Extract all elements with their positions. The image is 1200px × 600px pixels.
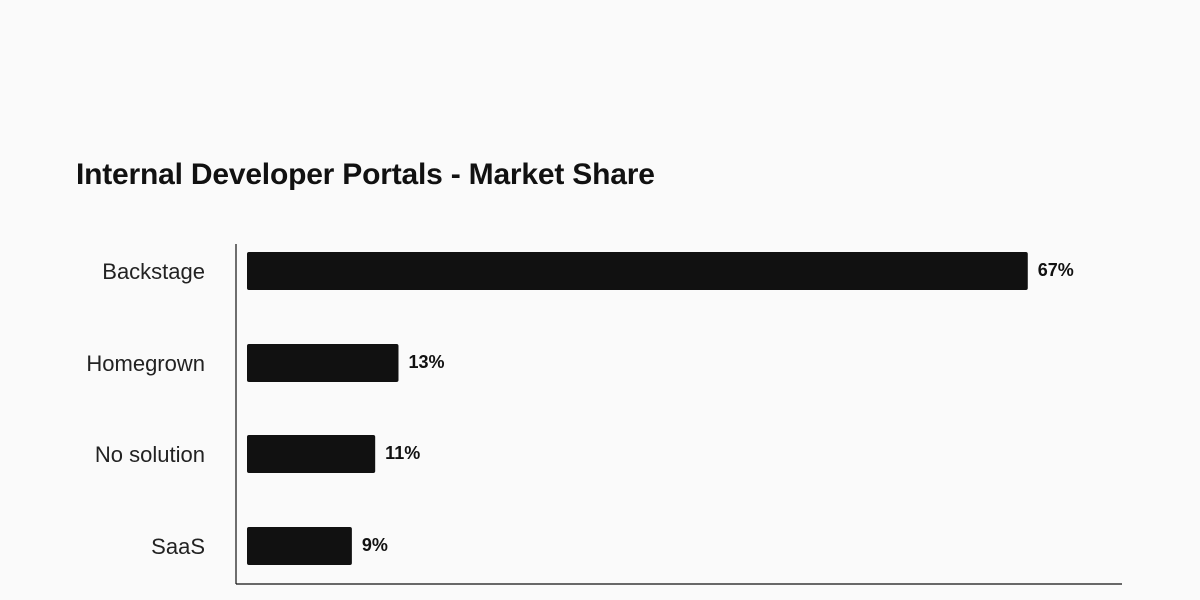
chart-title: Internal Developer Portals - Market Shar… xyxy=(76,158,655,191)
category-label-backstage: Backstage xyxy=(102,259,205,284)
value-label-homegrown: 13% xyxy=(408,352,444,372)
category-label-saas: SaaS xyxy=(151,534,205,559)
category-label-homegrown: Homegrown xyxy=(86,351,205,376)
bar-saas xyxy=(247,527,352,565)
category-label-no-solution: No solution xyxy=(95,442,205,467)
bar-backstage xyxy=(247,252,1028,290)
labels-layer: Backstage 67% Homegrown 13% No solution 11% Sa… xyxy=(86,259,1073,559)
bars-layer xyxy=(247,252,1028,565)
bar-no-solution xyxy=(247,435,376,473)
value-label-no-solution: 11% xyxy=(385,443,420,463)
value-label-saas: 9% xyxy=(362,535,388,555)
bar-homegrown xyxy=(247,344,399,382)
value-label-backstage: 67% xyxy=(1038,260,1074,280)
